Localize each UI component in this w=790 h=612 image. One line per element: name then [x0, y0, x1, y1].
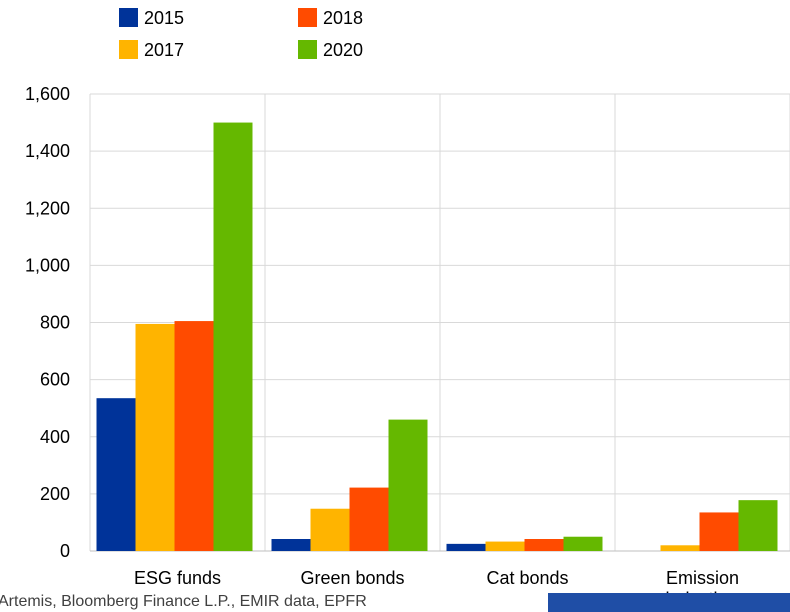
y-tick-label: 400 — [40, 427, 70, 447]
y-tick-label: 200 — [40, 484, 70, 504]
y-tick-label: 800 — [40, 313, 70, 333]
y-tick-label: 0 — [60, 541, 70, 561]
y-tick-label: 1,000 — [25, 255, 70, 275]
y-tick-label: 1,200 — [25, 198, 70, 218]
legend-swatch-2020 — [298, 40, 317, 59]
y-tick-label: 1,400 — [25, 141, 70, 161]
x-tick-label: Green bonds — [300, 568, 404, 588]
x-tick-label: ESG funds — [134, 568, 221, 588]
legend-label-2017: 2017 — [144, 40, 184, 60]
footer-band — [548, 593, 790, 612]
y-axis: 0 200 400 600 800 1,000 1,200 1,400 1,600 — [25, 84, 70, 561]
bar-2015-green-bonds — [271, 539, 311, 551]
bar-2017-esg-funds — [135, 323, 175, 551]
bar-2020-green-bonds — [388, 419, 428, 551]
bars — [96, 122, 778, 551]
y-tick-label: 600 — [40, 370, 70, 390]
bar-2018-green-bonds — [349, 487, 389, 551]
bar-2020-cat-bonds — [563, 536, 603, 551]
legend: 2015 2018 2017 2020 — [119, 8, 363, 60]
bar-2015-cat-bonds — [446, 543, 486, 551]
y-tick-label: 1,600 — [25, 84, 70, 104]
source-note: Artemis, Bloomberg Finance L.P., EMIR da… — [0, 593, 367, 610]
legend-label-2018: 2018 — [323, 8, 363, 28]
legend-label-2015: 2015 — [144, 8, 184, 28]
bar-2017-emission-derivatives — [660, 545, 700, 551]
legend-label-2020: 2020 — [323, 40, 363, 60]
bar-2015-esg-funds — [96, 398, 136, 551]
bar-2020-emission-derivatives — [738, 500, 778, 551]
bar-2018-emission-derivatives — [699, 512, 739, 551]
bar-2017-cat-bonds — [485, 541, 525, 551]
x-tick-label: Cat bonds — [486, 568, 568, 588]
legend-swatch-2018 — [298, 8, 317, 27]
legend-swatch-2015 — [119, 8, 138, 27]
bar-2020-esg-funds — [213, 122, 253, 551]
bar-2018-cat-bonds — [524, 539, 564, 551]
bar-2018-esg-funds — [174, 321, 214, 551]
bar-2017-green-bonds — [310, 508, 350, 551]
legend-swatch-2017 — [119, 40, 138, 59]
